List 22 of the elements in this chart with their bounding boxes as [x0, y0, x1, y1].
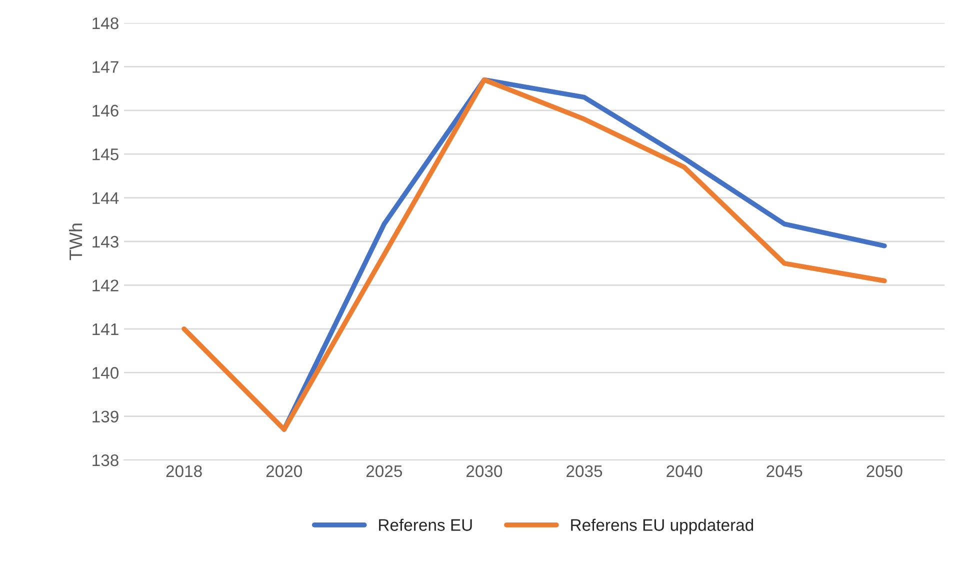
- y-tick-label: 148: [92, 17, 118, 30]
- y-tick-label: 138: [92, 454, 118, 466]
- x-tick-label: 2035: [566, 465, 602, 478]
- y-tick-label: 139: [92, 410, 118, 423]
- y-tick-label: 140: [92, 367, 119, 379]
- x-tick-label: 2040: [666, 465, 702, 478]
- y-tick-label: 146: [92, 104, 118, 117]
- y-tick-label: 141: [92, 323, 118, 335]
- legend-label: Referens EU: [379, 518, 472, 531]
- x-tick-label: 2030: [466, 465, 502, 478]
- y-tick-label: 145: [92, 148, 118, 160]
- x-tick-label: 2018: [166, 465, 202, 478]
- x-tick-label: 2045: [766, 465, 802, 478]
- x-tick-label: 2050: [866, 465, 902, 478]
- y-tick-label: 142: [92, 280, 118, 292]
- y-axis-title: TWh: [68, 224, 82, 260]
- y-tick-label: 143: [92, 236, 118, 248]
- y-tick-label: 147: [92, 61, 118, 73]
- x-tick-label: 2025: [366, 465, 402, 478]
- legend-label: Referens EU uppdaterad: [571, 518, 754, 534]
- y-tick-label: 144: [92, 192, 119, 204]
- x-tick-label: 2020: [266, 465, 302, 478]
